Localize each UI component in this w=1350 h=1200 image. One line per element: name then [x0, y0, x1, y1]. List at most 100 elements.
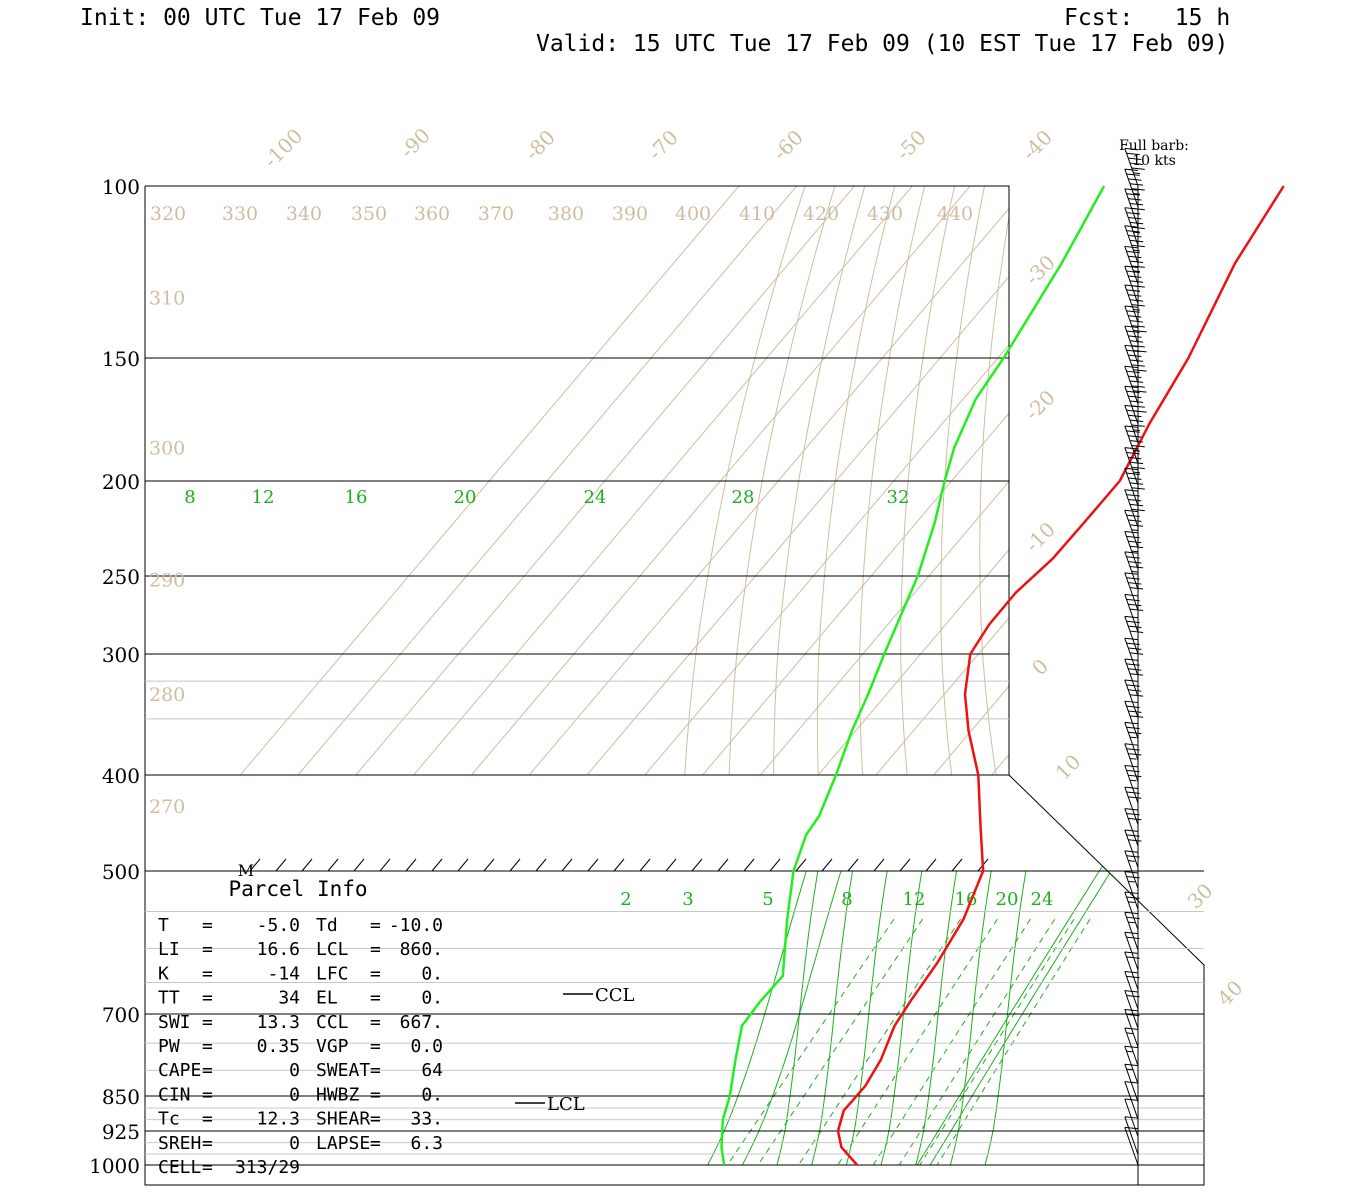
dry-adiabat [1313, 141, 1350, 796]
dry-adiabat [1342, 141, 1350, 796]
barb-flag [1126, 310, 1140, 313]
barb-flag [1124, 743, 1139, 746]
barb-flag [1128, 921, 1135, 924]
barb-flag [1126, 330, 1140, 333]
hatch-mark [665, 858, 677, 872]
isotherm-label: 10 [1051, 750, 1086, 785]
theta-label: 390 [612, 203, 648, 225]
parcel-eq: = [202, 1036, 213, 1057]
barb-flag [1126, 535, 1140, 539]
parcel-eq: = [370, 1084, 381, 1105]
barb-flag [1126, 684, 1140, 687]
barb-flag [1124, 168, 1139, 171]
hatch-mark [691, 858, 703, 872]
isotherm-label: -80 [520, 125, 560, 165]
isotherm-line [719, 0, 1350, 1165]
dry-adiabat [1284, 141, 1350, 796]
barb-staff [1124, 616, 1139, 655]
parcel-value: 12.3 [257, 1109, 300, 1130]
parcel-eq: = [202, 1109, 213, 1130]
parcel-value: 667. [400, 1012, 443, 1033]
forecast-hour: Fcst: 15 h [1064, 5, 1231, 31]
lcl-label: LCL [547, 1094, 585, 1115]
barb-flag [1128, 753, 1142, 756]
barb-flag [1124, 385, 1139, 389]
theta-label: 330 [222, 203, 258, 225]
barb-flag [1128, 315, 1142, 318]
barb-flag [1131, 167, 1145, 170]
barb-flag [1126, 663, 1140, 666]
barb-flag [1124, 1008, 1139, 1012]
wind-barb [1124, 1063, 1139, 1102]
isotherm-lines-upper [239, 0, 1350, 1165]
barb-flag [1128, 395, 1142, 398]
barb-flag [1126, 1068, 1134, 1071]
barb-flag [1128, 519, 1142, 522]
barb-flag [1128, 477, 1142, 480]
wind-barb [1124, 871, 1140, 910]
barb-flag [1133, 369, 1147, 372]
mixing-ratio-line [898, 918, 1056, 1166]
parcel-label: LFC [316, 963, 349, 984]
parcel-label: TT [158, 988, 180, 1009]
parcel-label: LAPSE [316, 1133, 370, 1154]
barb-flag [1133, 308, 1141, 311]
barb-flag [1126, 726, 1140, 730]
wind-barb [1124, 850, 1140, 889]
hatch-mark [431, 858, 443, 872]
mixing-ratio-line [919, 918, 1075, 1166]
parcel-label: CCL [316, 1012, 349, 1033]
wind-barb [1124, 808, 1142, 847]
parcel-value: 0.0 [410, 1036, 443, 1057]
barb-flag [1126, 173, 1140, 176]
barb-flag [1128, 435, 1142, 438]
barb-staff [1124, 1116, 1139, 1155]
barb-flag [1128, 235, 1142, 238]
barb-flag [1126, 289, 1140, 292]
parcel-value: 0. [421, 963, 443, 984]
barb-flag [1128, 216, 1142, 220]
barb-staff [1124, 891, 1139, 930]
barb-flag [1124, 489, 1139, 492]
barb-flag [1126, 270, 1140, 273]
wind-barb [1124, 786, 1142, 825]
barb-flag [1129, 380, 1144, 383]
barb-flag [1129, 566, 1144, 569]
init-time: Init: 00 UTC Tue 17 Feb 09 [80, 5, 441, 31]
barb-staff [1124, 932, 1139, 971]
barb-flag [1126, 349, 1140, 353]
barb-flag [1129, 162, 1144, 165]
parcel-value: 13.3 [257, 1012, 300, 1033]
theta-label: 440 [937, 203, 973, 225]
hatch-mark [613, 858, 625, 872]
pressure-label: 1000 [89, 1154, 140, 1178]
barb-flag [1124, 531, 1139, 534]
barb-flag [1126, 916, 1140, 920]
theta-label: 280 [149, 684, 185, 706]
parcel-eq: = [370, 1036, 381, 1057]
barb-flag [1126, 409, 1140, 413]
barb-flag [1124, 305, 1139, 308]
parcel-label: Tc [158, 1109, 180, 1130]
barb-flag [1129, 694, 1144, 697]
parcel-eq: = [370, 1060, 381, 1081]
barb-flag [1128, 860, 1135, 862]
barb-flag [1128, 774, 1142, 778]
wind-barb [1124, 1116, 1139, 1155]
barb-flag [1124, 971, 1139, 974]
mixing-ratio-label: 24 [1031, 889, 1054, 910]
isotherm-label: 0 [1027, 654, 1053, 680]
barb-flag [1126, 577, 1140, 580]
barb-flag [1129, 221, 1144, 225]
moist-adiabat [776, 870, 819, 1166]
sounding-profiles: LCL CCL [515, 185, 1285, 1166]
pressure-label: 200 [102, 470, 140, 494]
barb-flag [1129, 299, 1144, 302]
moist-adiabat [915, 870, 958, 1166]
mixing-ratio-lines [707, 774, 1173, 1166]
moist-adiabat [880, 870, 923, 1166]
barb-flag [1129, 202, 1144, 206]
barb-flag [1126, 748, 1140, 751]
barb-flag [1126, 769, 1140, 773]
